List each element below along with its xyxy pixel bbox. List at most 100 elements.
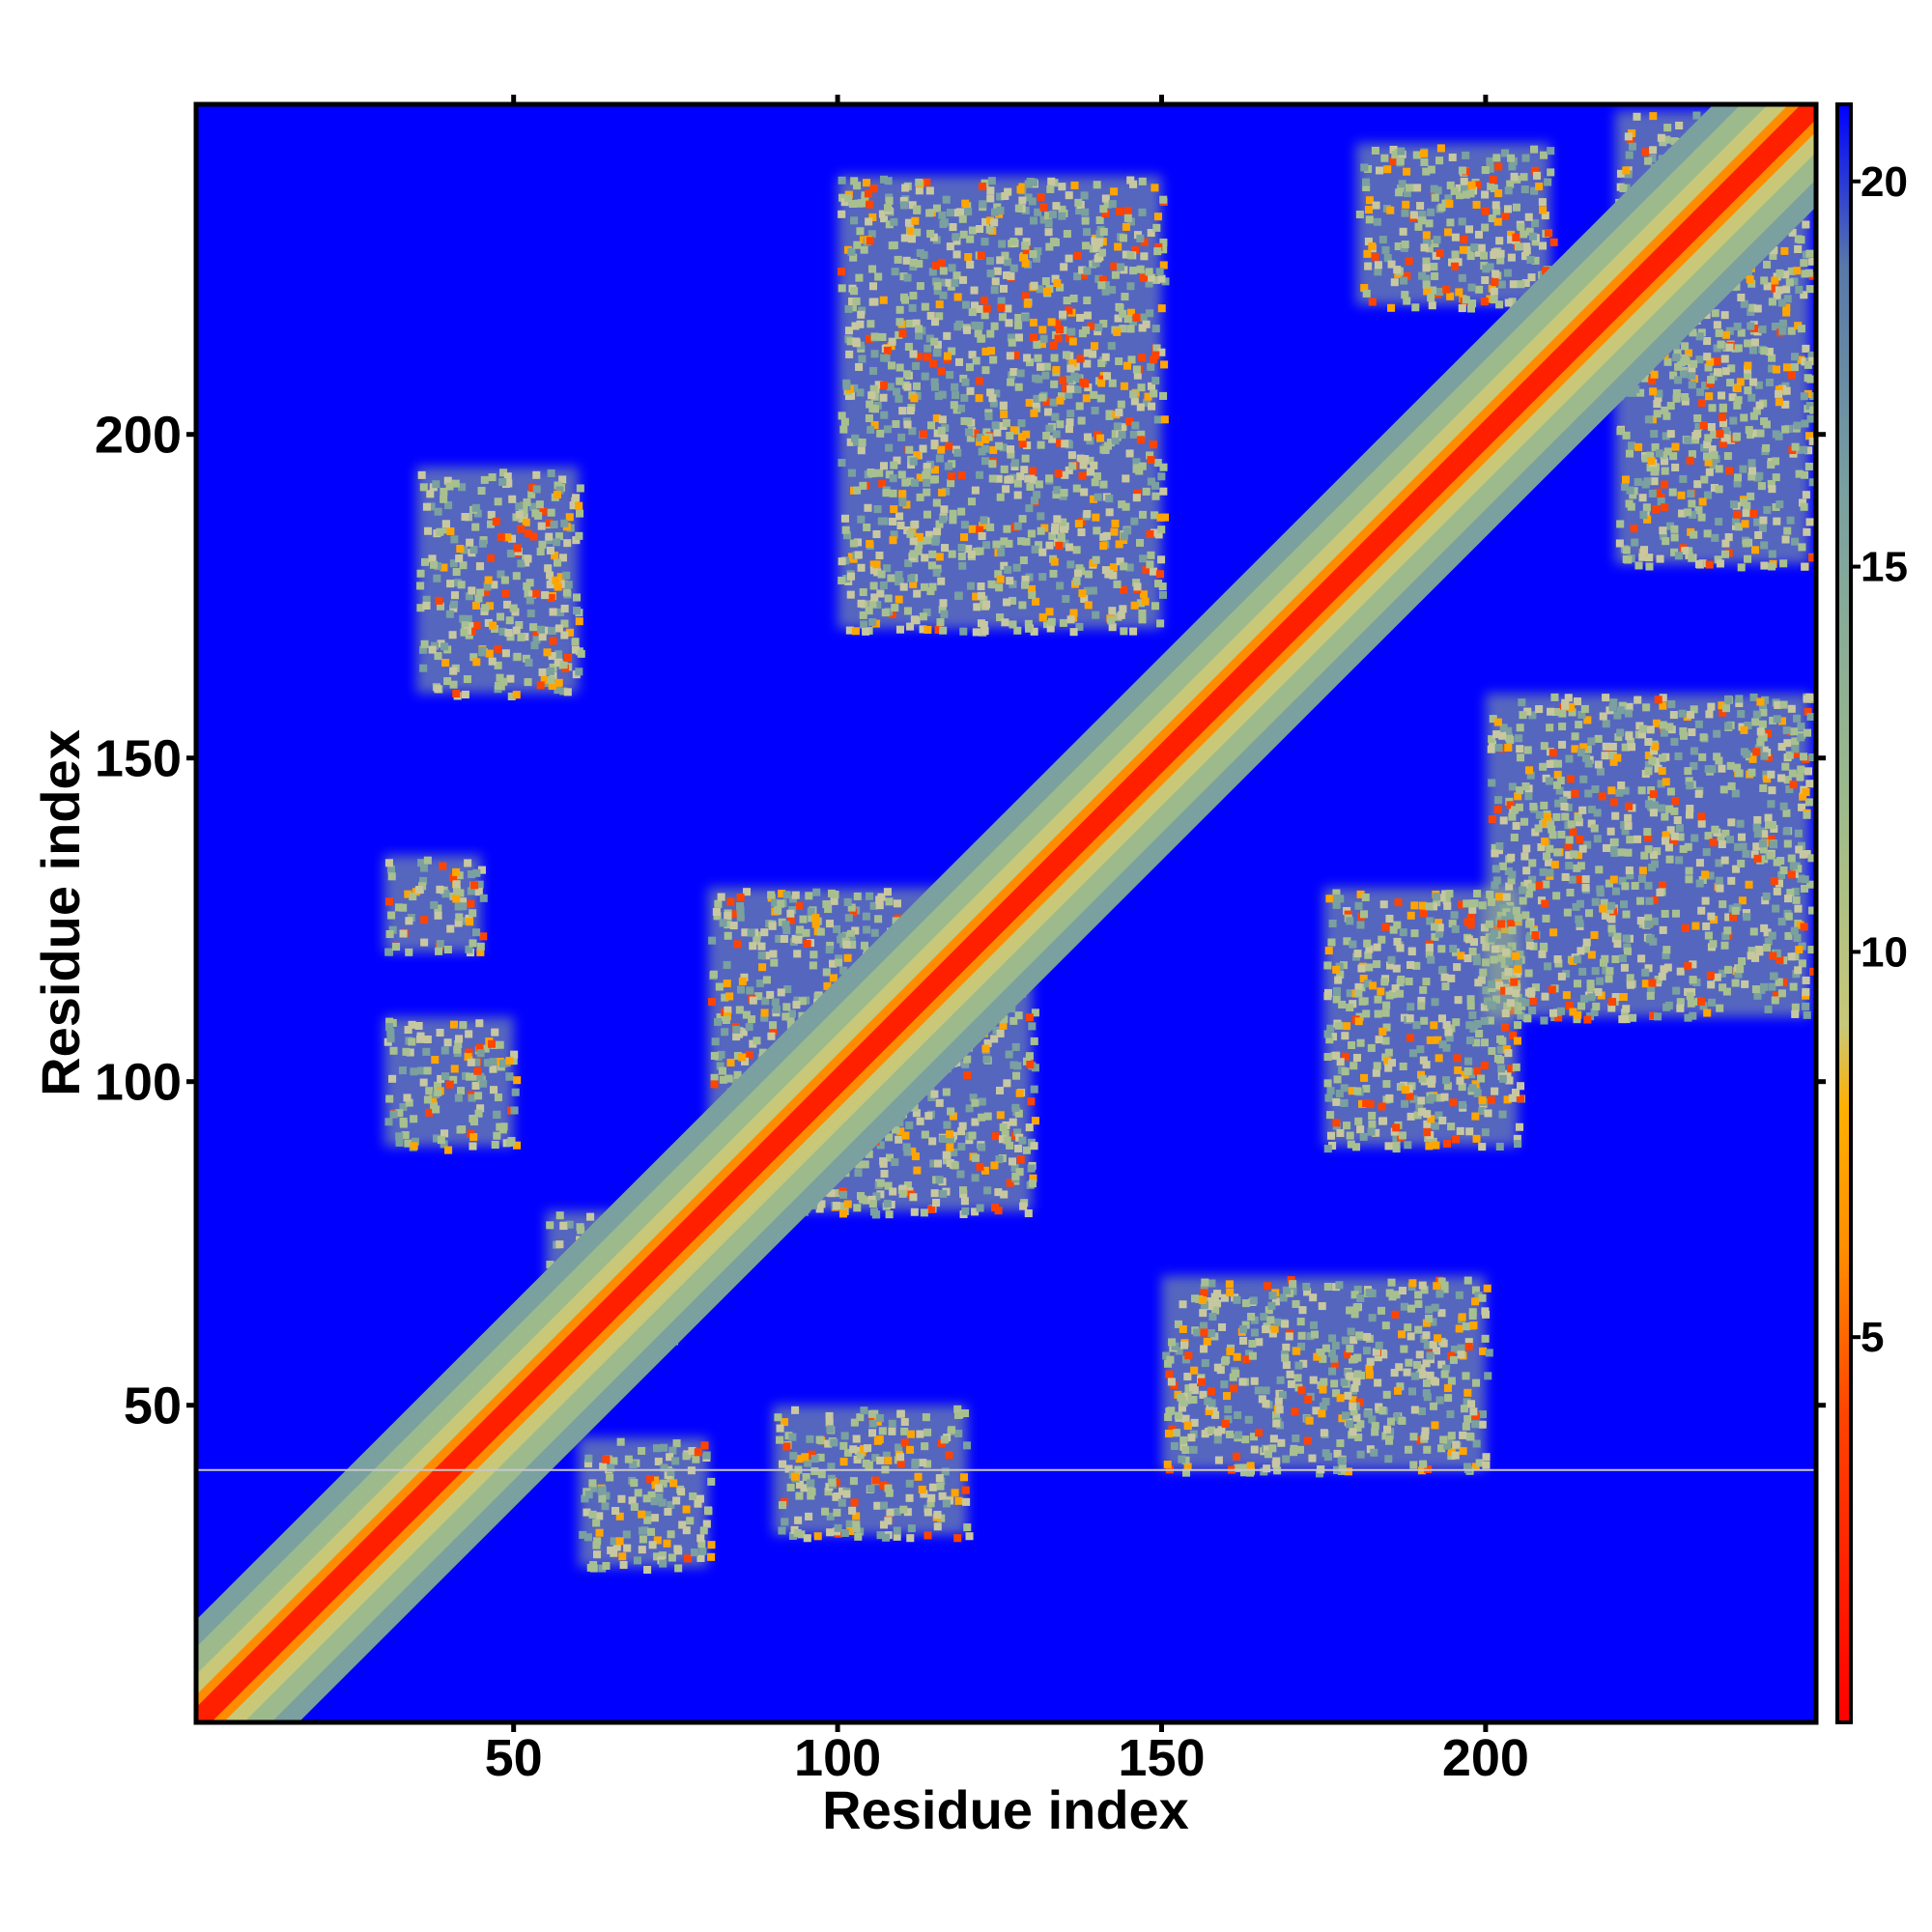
contact-cell: [982, 600, 991, 609]
contact-region-7: [838, 175, 1170, 637]
contact-cell: [1378, 935, 1386, 944]
contact-cell: [1346, 1345, 1354, 1353]
contact-cell: [1609, 845, 1618, 854]
contact-cell: [1346, 1372, 1354, 1380]
contact-cell: [923, 1531, 932, 1540]
contact-cell: [1462, 1372, 1470, 1380]
contact-cell: [1327, 938, 1336, 947]
contact-cell: [458, 917, 467, 925]
contact-cell: [866, 892, 874, 900]
contact-cell: [1644, 834, 1653, 842]
contact-cell: [954, 1496, 963, 1505]
contact-cell: [1613, 932, 1622, 941]
contact-cell: [1561, 812, 1570, 821]
contact-cell: [1183, 1463, 1192, 1471]
contact-cell: [1797, 765, 1805, 774]
contact-cell: [399, 903, 408, 912]
contact-cell: [1009, 264, 1018, 272]
contact-cell: [1406, 1092, 1414, 1100]
contact-cell: [870, 332, 879, 341]
contact-cell: [1573, 697, 1582, 706]
contact-cell: [459, 902, 468, 911]
contact-cell: [1075, 402, 1084, 411]
contact-cell: [1095, 252, 1104, 261]
contact-cell: [1046, 185, 1055, 193]
contact-cell: [1490, 955, 1498, 964]
contact-cell: [1436, 144, 1445, 153]
contact-cell: [1480, 298, 1489, 306]
contact-cell: [595, 1528, 604, 1537]
contact-cell: [938, 211, 947, 220]
contact-cell: [1791, 1003, 1800, 1011]
contact-cell: [466, 1072, 474, 1081]
contact-cell: [1318, 1409, 1326, 1418]
contact-cell: [928, 1137, 937, 1146]
contact-cell: [1489, 176, 1497, 185]
contact-cell: [1266, 1316, 1275, 1324]
contact-cell: [1418, 211, 1427, 219]
contact-cell: [1442, 1364, 1451, 1373]
contact-cell: [1492, 207, 1501, 215]
contact-cell: [395, 1109, 404, 1118]
contact-cell: [672, 1496, 681, 1505]
contact-cell: [593, 1550, 602, 1559]
contact-cell: [405, 917, 413, 925]
contact-cell: [967, 497, 977, 506]
contact-cell: [425, 1108, 434, 1117]
contact-cell: [1077, 528, 1086, 537]
contact-cell: [655, 1492, 664, 1501]
contact-cell: [1779, 866, 1788, 874]
contact-cell: [1526, 931, 1535, 940]
contact-cell: [1248, 1340, 1257, 1349]
contact-cell: [1313, 1352, 1321, 1361]
contact-cell: [1606, 827, 1615, 836]
contact-cell: [1306, 1332, 1315, 1341]
contact-cell: [1386, 1417, 1396, 1426]
contact-cell: [1141, 597, 1150, 606]
contact-cell: [1515, 803, 1523, 811]
contact-cell: [508, 495, 517, 503]
contact-cell: [874, 915, 883, 923]
contact-cell: [1464, 245, 1473, 254]
contact-cell: [965, 1532, 974, 1541]
contact-cell: [910, 394, 919, 403]
contact-cell: [938, 278, 947, 287]
contact-cell: [1083, 586, 1092, 595]
contact-cell: [1017, 537, 1026, 546]
contact-cell: [1052, 430, 1061, 439]
contact-cell: [1272, 1419, 1281, 1428]
contact-cell: [1515, 1122, 1524, 1131]
contact-cell: [1789, 982, 1798, 991]
contact-cell: [887, 342, 895, 351]
contact-cell: [473, 509, 482, 518]
contact-cell: [1003, 270, 1011, 279]
contact-cell: [960, 533, 969, 542]
contact-cell: [755, 979, 764, 988]
contact-cell: [1368, 981, 1378, 990]
contact-cell: [1287, 1379, 1295, 1388]
contact-cell: [845, 350, 854, 358]
contact-cell: [1566, 888, 1575, 897]
contact-cell: [1688, 987, 1696, 996]
contact-cell: [768, 922, 777, 930]
contact-cell: [1120, 585, 1128, 594]
contact-cell: [654, 1457, 663, 1465]
contact-cell: [586, 1212, 595, 1221]
contact-cell: [903, 1180, 912, 1190]
contact-cell: [1426, 1036, 1435, 1044]
contact-cell: [1438, 965, 1447, 974]
contact-cell: [548, 681, 556, 690]
contact-cell: [1000, 411, 1009, 419]
contact-cell: [1644, 964, 1653, 973]
contact-cell: [1229, 1373, 1237, 1381]
contact-cell: [1323, 1053, 1332, 1062]
contact-cell: [959, 627, 968, 636]
contact-cell: [1647, 786, 1656, 795]
contact-cell: [601, 1502, 610, 1511]
contact-cell: [1495, 893, 1504, 901]
contact-cell: [990, 1035, 999, 1043]
contact-cell: [1544, 962, 1552, 971]
contact-cell: [1050, 238, 1059, 246]
contact-cell: [1332, 889, 1341, 897]
contact-cell: [1384, 1455, 1393, 1463]
